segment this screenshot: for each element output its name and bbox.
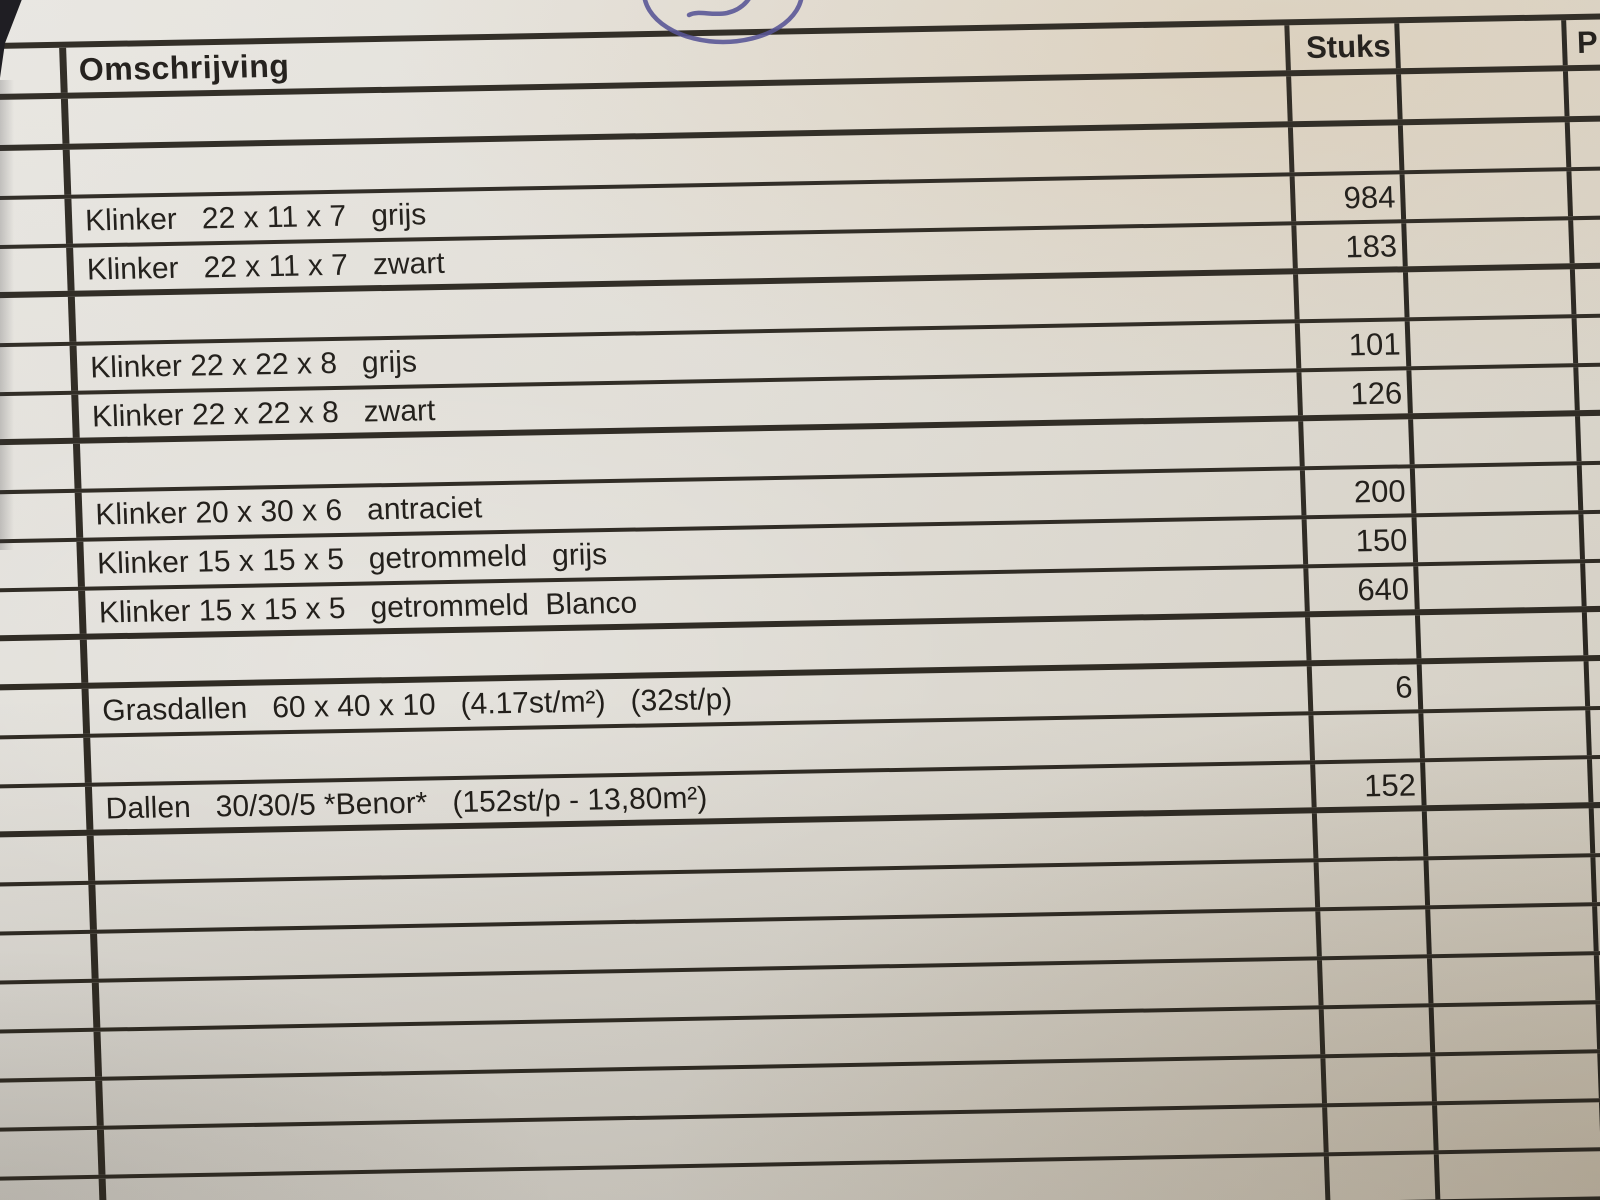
blank-cell	[1407, 269, 1577, 318]
quantity-cell: 200	[1304, 468, 1417, 516]
margin-column-cell	[0, 884, 97, 932]
price-cell	[1594, 804, 1600, 854]
quantity-cell	[1310, 615, 1422, 661]
item-quantity: 150	[1355, 522, 1408, 559]
photo-edge-shadow	[0, 80, 14, 550]
blank-cell	[1416, 514, 1585, 563]
blank-cell	[1425, 759, 1594, 806]
blank-cell	[1421, 661, 1591, 710]
price-cell	[1568, 67, 1600, 117]
blank-cell	[1418, 563, 1587, 610]
quantity-cell: 150	[1306, 517, 1419, 565]
price-cell	[1578, 363, 1600, 411]
margin-column-cell	[0, 1178, 108, 1200]
blank-cell	[1413, 416, 1582, 465]
blank-cell	[1406, 220, 1575, 267]
item-quantity: 152	[1363, 767, 1417, 804]
quantity-cell	[1328, 1154, 1441, 1200]
blank-cell	[1426, 808, 1596, 857]
quantity-cell: 984	[1294, 174, 1407, 222]
item-quantity: 640	[1356, 571, 1410, 608]
blank-cell	[1414, 465, 1584, 514]
quantity-cell	[1323, 1007, 1436, 1055]
item-quantity: 984	[1343, 179, 1396, 216]
quantity-cell: 183	[1296, 223, 1408, 269]
quantity-cell: 152	[1315, 762, 1427, 808]
blank-cell	[1423, 710, 1592, 759]
blank-cell	[1404, 171, 1574, 220]
margin-column-cell	[0, 639, 89, 685]
price-cell	[1571, 167, 1600, 217]
price-cell	[1590, 706, 1600, 756]
price-cell	[1570, 118, 1600, 168]
blank-header-cell	[1399, 20, 1568, 69]
quantity-column-header: Stuks	[1305, 28, 1392, 65]
quantity-header-cell: Stuks	[1289, 23, 1401, 71]
margin-column-cell	[0, 590, 87, 636]
margin-column-cell	[0, 1031, 103, 1079]
item-rows: Klinker 22 x 11 x 7 grijs 984 Klinker 22…	[0, 117, 1600, 1200]
blank-cell	[1402, 122, 1572, 171]
quantity-cell	[1321, 958, 1434, 1006]
quantity-cell	[1318, 860, 1431, 908]
price-cell	[1580, 412, 1600, 462]
margin-column-cell	[0, 1129, 106, 1177]
quantity-cell	[1298, 272, 1410, 320]
quantity-cell: 126	[1301, 370, 1413, 416]
item-quantity: 6	[1394, 669, 1414, 705]
price-column-header: P	[1576, 24, 1599, 60]
blank-cell	[1437, 1102, 1600, 1151]
blank-cell	[1409, 318, 1579, 367]
item-quantity: 183	[1344, 228, 1398, 265]
price-cell	[1583, 510, 1600, 560]
price-cell	[1592, 755, 1600, 803]
margin-column-cell	[0, 737, 92, 785]
item-quantity: 126	[1349, 375, 1403, 412]
margin-column-cell	[0, 1080, 104, 1128]
quantity-cell	[1313, 713, 1425, 761]
margin-column-cell	[0, 982, 101, 1030]
price-cell	[1575, 265, 1600, 315]
blank-cell	[1430, 906, 1599, 955]
price-cell	[1577, 314, 1600, 364]
margin-column-cell	[0, 786, 94, 832]
blank-cell	[1419, 612, 1589, 659]
quantity-cell	[1320, 909, 1432, 957]
quantity-cell: 6	[1311, 664, 1424, 712]
quantity-cell	[1291, 74, 1403, 122]
quantity-cell	[1325, 1056, 1437, 1104]
item-quantity: 200	[1353, 473, 1407, 510]
blank-cell	[1435, 1053, 1600, 1102]
blank-cell	[1433, 1004, 1600, 1053]
lot-code: LOT 2	[166, 138, 372, 144]
blank-cell	[1438, 1151, 1600, 1200]
margin-column-cell	[0, 933, 99, 981]
price-cell	[1589, 657, 1600, 707]
quantity-cell: 101	[1299, 321, 1412, 369]
price-cell	[1573, 216, 1600, 264]
quantity-cell	[1316, 811, 1429, 859]
margin-column-cell	[0, 835, 96, 883]
price-cell	[1585, 559, 1600, 607]
blank-cell	[1411, 367, 1580, 414]
blank-cell	[1428, 857, 1597, 906]
blank-cell	[1431, 955, 1600, 1004]
price-header-cell: P	[1566, 16, 1600, 66]
blank-cell	[1401, 71, 1570, 120]
quantity-cell	[1292, 125, 1405, 173]
order-form-table: Omschrijving Stuks P LOT 2Klinkers - Dal…	[0, 9, 1600, 1200]
price-cell	[1582, 461, 1600, 511]
margin-column-cell	[0, 688, 91, 736]
price-cell	[1595, 853, 1600, 903]
item-quantity: 101	[1348, 326, 1402, 363]
quantity-cell: 640	[1308, 566, 1420, 612]
quantity-cell	[1327, 1105, 1439, 1153]
price-cell	[1587, 608, 1600, 656]
quantity-cell	[1303, 419, 1415, 467]
